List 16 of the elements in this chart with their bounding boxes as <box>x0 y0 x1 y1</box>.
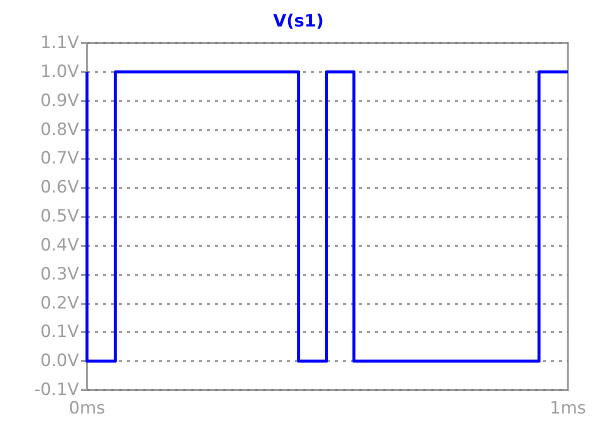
y-tick-label: 0.0V <box>40 351 80 372</box>
chart-title: V(s1) <box>273 12 324 32</box>
x-tick-label: 1ms <box>550 398 586 418</box>
y-tick-label: 0.1V <box>40 322 80 342</box>
y-tick-label: 0.6V <box>40 178 80 198</box>
y-tick-label: 0.5V <box>40 206 80 226</box>
y-tick-label: 0.2V <box>40 293 80 314</box>
y-tick-label: 0.3V <box>40 264 80 284</box>
y-tick-label: -0.1V <box>34 380 80 400</box>
y-tick-label: 1.1V <box>40 33 80 53</box>
x-tick-label: 0ms <box>68 398 106 418</box>
y-tick-label: 0.8V <box>40 120 80 140</box>
y-tick-label: 0.7V <box>40 148 80 169</box>
y-tick-label: 0.9V <box>40 90 80 111</box>
y-tick-label: 1.0V <box>40 62 80 82</box>
y-tick-label: 0.4V <box>40 235 80 256</box>
